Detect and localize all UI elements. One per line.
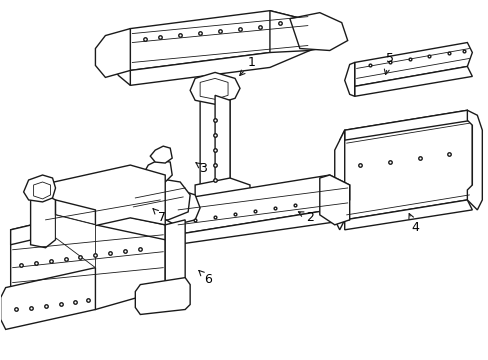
Polygon shape xyxy=(31,195,56,248)
Polygon shape xyxy=(56,215,95,268)
Polygon shape xyxy=(163,200,175,245)
Polygon shape xyxy=(110,28,130,85)
Text: 5: 5 xyxy=(384,52,393,75)
Polygon shape xyxy=(143,160,172,182)
Polygon shape xyxy=(344,62,354,96)
Polygon shape xyxy=(130,11,309,71)
Text: 4: 4 xyxy=(408,213,419,234)
Polygon shape xyxy=(175,175,349,235)
Polygon shape xyxy=(162,190,200,225)
Polygon shape xyxy=(34,182,50,199)
Text: 6: 6 xyxy=(199,270,212,286)
Polygon shape xyxy=(354,67,471,96)
Polygon shape xyxy=(0,268,95,329)
Polygon shape xyxy=(467,110,481,210)
Polygon shape xyxy=(165,220,185,294)
Polygon shape xyxy=(269,11,334,53)
Polygon shape xyxy=(41,165,165,238)
Polygon shape xyxy=(200,78,227,99)
Polygon shape xyxy=(125,178,190,220)
Polygon shape xyxy=(215,95,229,198)
Polygon shape xyxy=(354,42,471,86)
Polygon shape xyxy=(11,210,165,310)
Text: 1: 1 xyxy=(239,56,255,76)
Polygon shape xyxy=(344,200,471,230)
Polygon shape xyxy=(11,210,165,245)
Polygon shape xyxy=(175,210,349,245)
Polygon shape xyxy=(319,175,349,225)
Polygon shape xyxy=(190,72,240,104)
Text: 3: 3 xyxy=(196,162,206,175)
Polygon shape xyxy=(130,36,309,85)
Polygon shape xyxy=(56,200,95,225)
Polygon shape xyxy=(339,110,471,220)
Polygon shape xyxy=(289,13,347,50)
Polygon shape xyxy=(334,130,344,230)
Polygon shape xyxy=(344,110,471,140)
Text: 7: 7 xyxy=(153,209,166,224)
Polygon shape xyxy=(95,28,130,77)
Polygon shape xyxy=(23,175,56,202)
Polygon shape xyxy=(135,278,190,315)
Text: 2: 2 xyxy=(298,211,313,224)
Polygon shape xyxy=(200,95,229,198)
Polygon shape xyxy=(150,146,172,163)
Polygon shape xyxy=(195,178,249,210)
